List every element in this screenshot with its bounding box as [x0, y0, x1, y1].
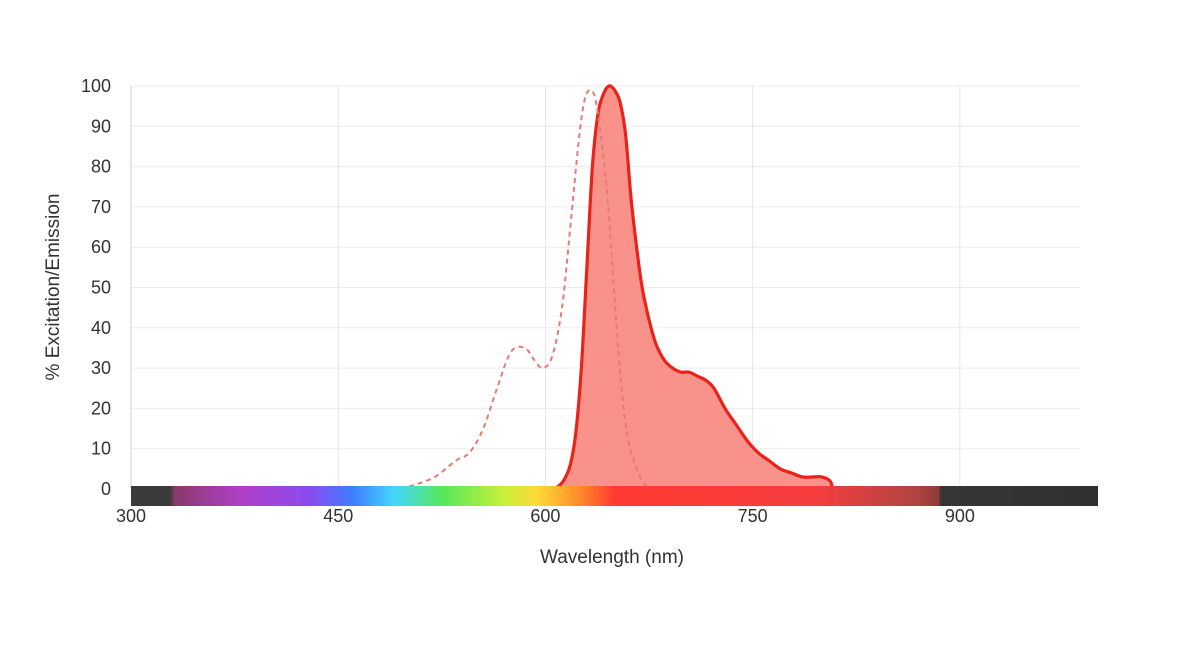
y-tick-label: 20 [91, 398, 111, 418]
y-tick-label: 0 [101, 479, 111, 499]
y-tick-labels: 0 10 20 30 40 50 60 70 80 90 100 [81, 76, 111, 499]
x-tick-label: 450 [323, 506, 353, 526]
y-tick-label: 60 [91, 237, 111, 257]
y-tick-label: 50 [91, 278, 111, 298]
y-tick-label: 90 [91, 116, 111, 136]
y-axis-title: % Excitation/Emission [43, 194, 64, 381]
series-layer [400, 84, 835, 491]
x-tick-label: 750 [738, 506, 768, 526]
y-tick-label: 100 [81, 76, 111, 96]
emission-area [555, 85, 833, 490]
y-tick-label: 70 [91, 197, 111, 217]
y-tick-label: 10 [91, 439, 111, 459]
x-tick-labels: 300 450 600 750 900 [116, 506, 975, 526]
y-tick-label: 30 [91, 358, 111, 378]
y-tick-label: 80 [91, 157, 111, 177]
x-axis-title: Wavelength (nm) [540, 547, 684, 568]
x-tick-label: 300 [116, 506, 146, 526]
spectrum-bar [131, 486, 1098, 506]
x-tick-label: 600 [530, 506, 560, 526]
y-tick-label: 40 [91, 318, 111, 338]
x-tick-label: 900 [945, 506, 975, 526]
emission-line [553, 84, 835, 491]
